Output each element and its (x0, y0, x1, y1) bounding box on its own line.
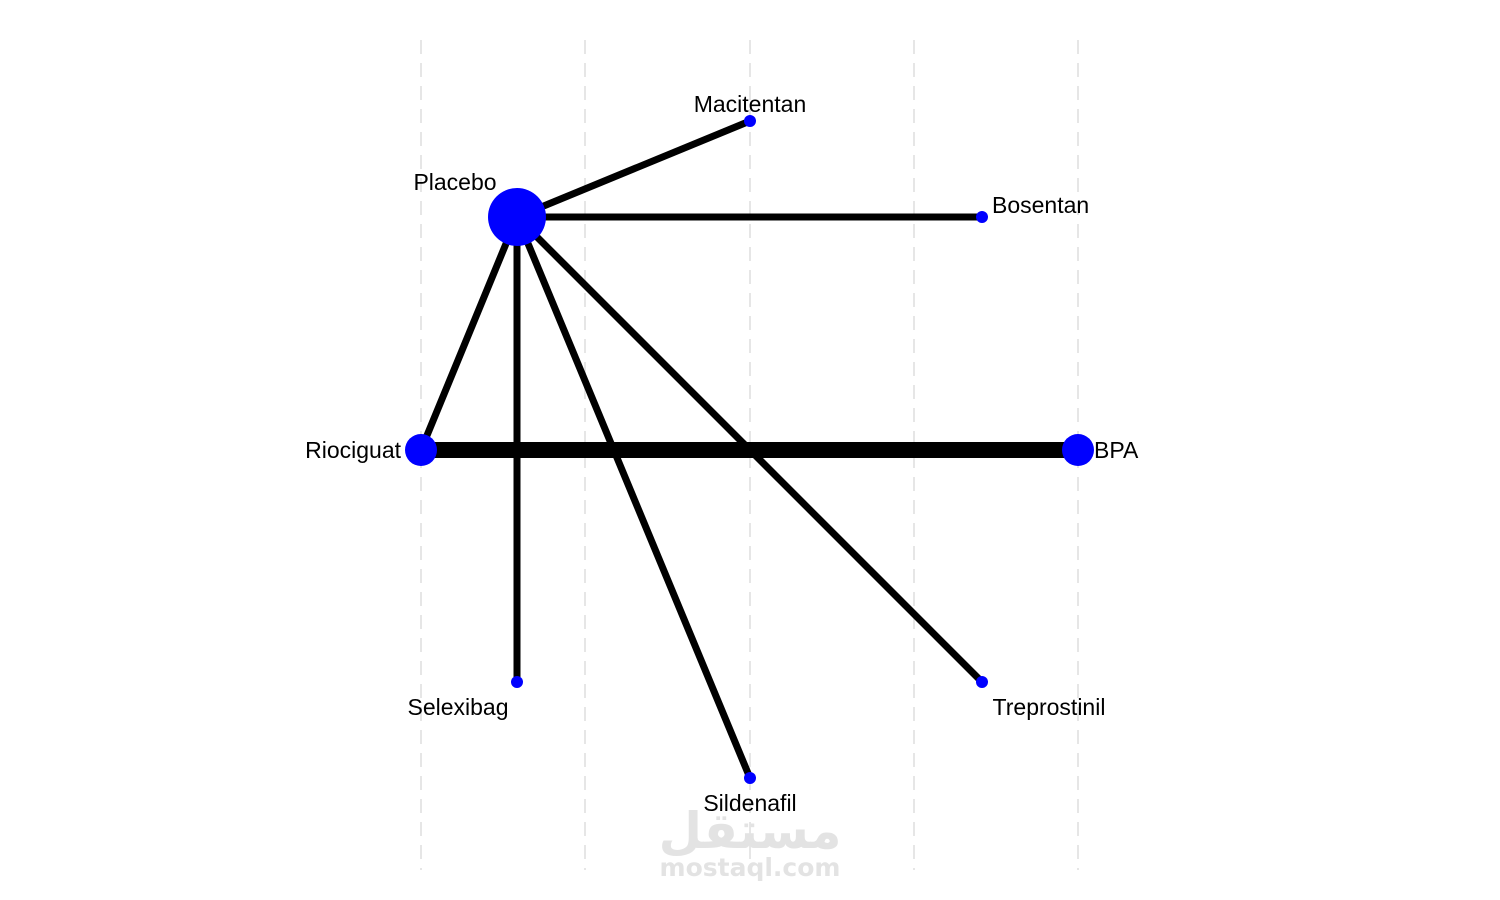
node-label-selexibag: Selexibag (407, 694, 508, 720)
node-placebo (488, 188, 546, 246)
node-label-bosentan: Bosentan (992, 192, 1089, 218)
node-selexibag (511, 676, 523, 688)
node-labels: Placebo Riociguat BPA Macitentan Bosentan Sel… (305, 91, 1139, 816)
watermark-arabic: مستقل (659, 802, 842, 860)
node-treprostinil (976, 676, 988, 688)
node-label-placebo: Placebo (413, 169, 496, 195)
edge-placebo-sildenafil (513, 215, 754, 780)
watermark-latin: mostaql.com (660, 853, 841, 882)
edges (417, 117, 1078, 780)
nodes (405, 115, 1094, 784)
node-label-riociguat: Riociguat (305, 437, 401, 463)
node-macitentan (744, 115, 756, 127)
node-label-sildenafil: Sildenafil (703, 790, 796, 816)
node-label-treprostinil: Treprostinil (993, 694, 1106, 720)
node-riociguat (405, 434, 437, 466)
node-bosentan (976, 211, 988, 223)
node-label-bpa: BPA (1094, 437, 1139, 463)
watermark: مستقل mostaql.com (659, 802, 842, 882)
edge-placebo-macitentan (515, 117, 752, 221)
edge-placebo-riociguat (417, 215, 521, 452)
node-label-macitentan: Macitentan (694, 91, 807, 117)
node-bpa (1062, 434, 1094, 466)
node-sildenafil (744, 772, 756, 784)
